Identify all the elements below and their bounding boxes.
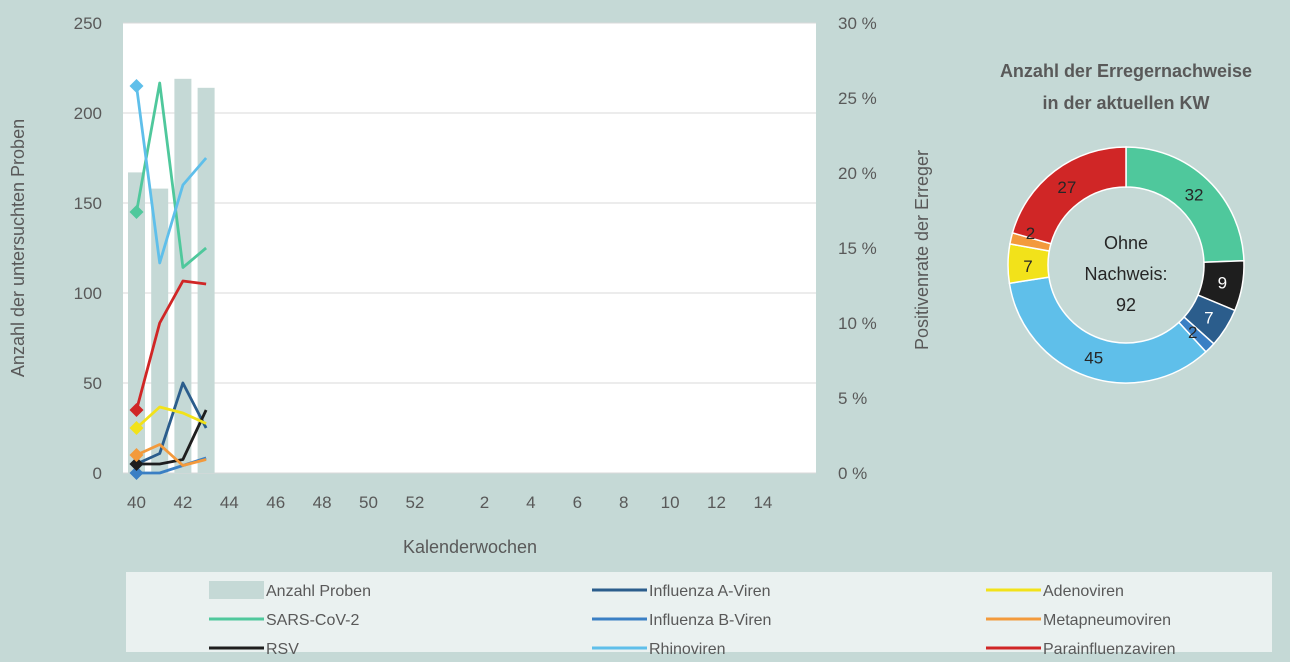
legend-label: Influenza A-Viren	[649, 583, 771, 600]
left-tick-label: 150	[74, 194, 102, 213]
x-tick-label: 50	[359, 493, 378, 512]
x-tick-label: 48	[313, 493, 332, 512]
slice-rhinoviren	[1008, 276, 1207, 384]
left-tick-label: 200	[74, 104, 102, 123]
legend-item-adenoviren: Adenoviren	[986, 583, 1124, 600]
right-tick-label: 20 %	[838, 164, 877, 183]
slice-label-metapneumoviren: 2	[1026, 224, 1035, 243]
legend-item-parainfluenzaviren: Parainfluenzaviren	[986, 641, 1176, 658]
bar-week-41	[151, 188, 169, 473]
x-tick-label: 10	[661, 493, 680, 512]
x-tick-label: 52	[405, 493, 424, 512]
legend: Anzahl Proben Influenza A-Viren Adenoviren…	[209, 581, 1176, 658]
donut-center-line1: Ohne	[1104, 233, 1148, 253]
left-tick-label: 250	[74, 14, 102, 33]
slice-label-influenza-b-viren: 2	[1188, 323, 1197, 342]
legend-item-sars-cov-2: SARS-CoV-2	[209, 612, 359, 629]
bar-week-42	[174, 78, 192, 474]
x-tick-label: 6	[573, 493, 582, 512]
legend-label: Adenoviren	[1043, 583, 1124, 600]
line-influenza-a-viren	[135, 381, 208, 466]
x-tick-label: 14	[753, 493, 772, 512]
x-axis-label: Kalenderwochen	[403, 537, 537, 557]
right-tick-label: 5 %	[838, 389, 867, 408]
left-axis-ticks: 0 50 100 150 200 250	[74, 14, 102, 483]
series-lines	[135, 81, 208, 475]
x-tick-label: 44	[220, 493, 239, 512]
legend-label: Rhinoviren	[649, 641, 725, 657]
donut-chart	[1007, 146, 1245, 384]
x-tick-label: 8	[619, 493, 628, 512]
x-tick-label: 2	[480, 493, 489, 512]
x-tick-label: 40	[127, 493, 146, 512]
marker-rhinoviren	[129, 79, 144, 93]
marker-parainfluenzaviren	[129, 403, 144, 417]
sample-bars	[128, 78, 215, 474]
legend-box	[126, 572, 1272, 652]
legend-label: Metapneumoviren	[1043, 612, 1171, 629]
legend-label: RSV	[266, 641, 299, 657]
slice-label-adenoviren: 7	[1023, 257, 1032, 276]
x-tick-label: 46	[266, 493, 285, 512]
left-tick-label: 50	[83, 374, 102, 393]
legend-item-influenza-a-viren: Influenza A-Viren	[592, 583, 771, 600]
legend-label: Influenza B-Viren	[649, 612, 771, 629]
legend-label: SARS-CoV-2	[266, 612, 359, 629]
donut-title-line1: Anzahl der Erregernachweise	[1000, 61, 1252, 81]
slice-parainfluenzaviren	[1011, 146, 1127, 245]
x-axis-ticks: 40 42 44 46 48 50 52 2 4 6 8 10 12 14	[127, 493, 772, 512]
plot-area	[123, 23, 816, 473]
right-tick-label: 0 %	[838, 464, 867, 483]
legend-item-metapneumoviren: Metapneumoviren	[986, 612, 1171, 629]
marker-rsv	[129, 457, 144, 471]
line-sars-cov-2	[135, 81, 208, 269]
marker-influenza-b-viren	[129, 466, 144, 480]
legend-label: Anzahl Proben	[266, 583, 371, 600]
x-tick-label: 42	[173, 493, 192, 512]
bar-week-43	[197, 87, 215, 474]
right-axis-ticks: 0 % 5 % 10 % 15 % 20 % 25 % 30 %	[838, 14, 877, 483]
right-tick-label: 30 %	[838, 14, 877, 33]
marker-sars-cov-2	[129, 205, 144, 219]
line-metapneumoviren	[135, 443, 207, 467]
left-tick-label: 0	[93, 464, 102, 483]
right-tick-label: 15 %	[838, 239, 877, 258]
donut-center-line2: Nachweis:	[1084, 264, 1167, 284]
left-tick-label: 100	[74, 284, 102, 303]
right-tick-label: 25 %	[838, 89, 877, 108]
marker-metapneumoviren	[129, 448, 144, 462]
line-parainfluenzaviren	[135, 279, 207, 411]
legend-item-anzahl-proben: Anzahl Proben	[209, 581, 371, 600]
slice-label-rsv: 9	[1218, 274, 1227, 293]
legend-item-rsv: RSV	[209, 641, 299, 658]
line-adenoviren	[135, 405, 207, 430]
donut-center-value: 92	[1116, 295, 1136, 315]
x-tick-label: 12	[707, 493, 726, 512]
line-rhinoviren	[135, 85, 208, 265]
donut-title-line2: in der aktuellen KW	[1042, 93, 1209, 113]
legend-item-rhinoviren: Rhinoviren	[592, 641, 725, 658]
line-rsv	[136, 409, 208, 466]
legend-label: Parainfluenzaviren	[1043, 641, 1176, 657]
right-axis-label: Positivenrate der Erreger	[912, 150, 932, 350]
legend-item-influenza-b-viren: Influenza B-Viren	[592, 612, 771, 629]
left-axis-label: Anzahl der untersuchten Proben	[8, 119, 28, 377]
slice-label-parainfluenzaviren: 27	[1057, 178, 1076, 197]
marker-adenoviren	[129, 421, 144, 435]
slice-label-rhinoviren: 45	[1084, 349, 1103, 368]
gridlines	[123, 22, 816, 474]
x-tick-label: 4	[526, 493, 535, 512]
legend-swatch	[209, 581, 264, 599]
series-markers	[129, 79, 144, 480]
slice-label-sars-cov-2: 32	[1185, 185, 1204, 204]
right-tick-label: 10 %	[838, 314, 877, 333]
slice-label-influenza-a-viren: 7	[1204, 308, 1213, 327]
